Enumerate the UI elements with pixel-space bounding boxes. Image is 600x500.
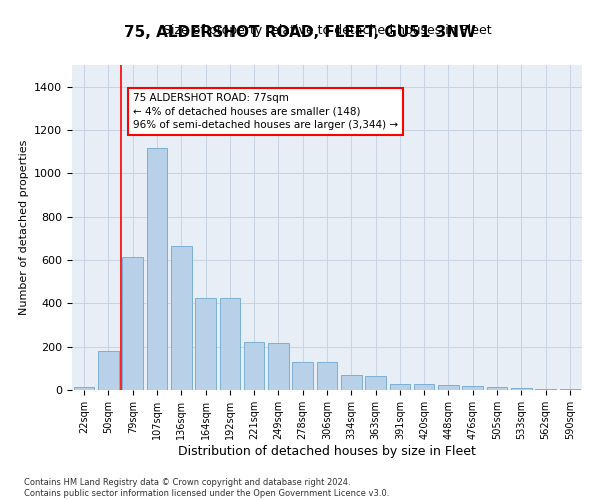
Title: Size of property relative to detached houses in Fleet: Size of property relative to detached ho… xyxy=(163,24,491,38)
Bar xyxy=(268,344,289,390)
Bar xyxy=(487,388,508,390)
Bar xyxy=(560,389,580,390)
Bar xyxy=(146,148,167,390)
Bar xyxy=(74,387,94,390)
Bar xyxy=(511,388,532,390)
Bar xyxy=(438,384,459,390)
Bar xyxy=(389,384,410,390)
Bar xyxy=(317,362,337,390)
Bar xyxy=(463,386,483,390)
Bar xyxy=(220,298,240,390)
Y-axis label: Number of detached properties: Number of detached properties xyxy=(19,140,29,315)
Bar xyxy=(244,342,265,390)
Bar xyxy=(171,246,191,390)
Bar xyxy=(365,376,386,390)
Bar xyxy=(195,298,216,390)
Bar xyxy=(122,257,143,390)
Bar xyxy=(414,384,434,390)
Bar xyxy=(341,375,362,390)
Text: Contains HM Land Registry data © Crown copyright and database right 2024.
Contai: Contains HM Land Registry data © Crown c… xyxy=(24,478,389,498)
Bar xyxy=(535,389,556,390)
Text: 75 ALDERSHOT ROAD: 77sqm
← 4% of detached houses are smaller (148)
96% of semi-d: 75 ALDERSHOT ROAD: 77sqm ← 4% of detache… xyxy=(133,93,398,130)
Text: 75, ALDERSHOT ROAD, FLEET, GU51 3NW: 75, ALDERSHOT ROAD, FLEET, GU51 3NW xyxy=(124,25,476,40)
Bar xyxy=(98,351,119,390)
Bar xyxy=(292,362,313,390)
X-axis label: Distribution of detached houses by size in Fleet: Distribution of detached houses by size … xyxy=(178,444,476,458)
